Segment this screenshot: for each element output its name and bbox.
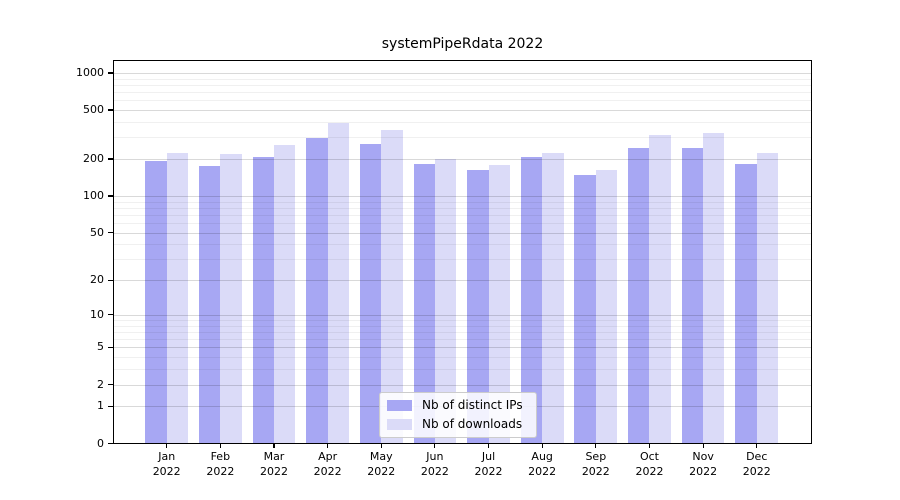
x-tick-label-feb: Feb 2022 — [206, 449, 235, 479]
gridline-major — [113, 72, 812, 74]
legend-item-downloads: Nb of downloads — [387, 417, 523, 432]
bar-downloads-sep — [595, 170, 618, 444]
bar-downloads-mar — [273, 144, 296, 444]
bar-distinct-ips-jul — [467, 170, 489, 444]
legend: Nb of distinct IPs Nb of downloads — [379, 392, 537, 438]
x-tick-label-jun: Jun 2022 — [420, 449, 449, 479]
gridline-minor — [113, 78, 812, 80]
x-tick-label-dec: Dec 2022 — [742, 449, 771, 479]
x-tick-mark — [541, 443, 543, 448]
y-tick-mark — [108, 314, 113, 316]
x-tick-label-apr: Apr 2022 — [313, 449, 342, 479]
x-tick-mark — [648, 443, 651, 448]
y-tick-label-2: 2 — [97, 377, 104, 391]
x-tick-mark — [756, 443, 758, 448]
x-tick-label-nov: Nov 2022 — [689, 449, 718, 479]
x-tick-label-aug: Aug 2022 — [528, 449, 557, 479]
y-tick-mark — [108, 158, 113, 160]
y-tick-mark — [108, 279, 113, 281]
y-tick-label-1000: 1000 — [76, 65, 104, 79]
bar-downloads-oct — [649, 134, 671, 444]
x-tick-mark — [487, 443, 490, 448]
legend-swatch-distinct-ips — [387, 400, 412, 411]
x-tick-label-oct: Oct 2022 — [635, 449, 664, 479]
bar-distinct-ips-jan — [145, 161, 167, 444]
y-tick-mark — [108, 405, 113, 407]
y-tick-label-50: 50 — [90, 225, 104, 239]
bar-downloads-jun — [434, 159, 457, 444]
gridline-major — [113, 110, 812, 112]
x-tick-label-jul: Jul 2022 — [474, 449, 503, 479]
y-tick-label-10: 10 — [90, 307, 104, 321]
bar-downloads-nov — [703, 133, 725, 444]
plot-area — [113, 60, 812, 444]
bar-downloads-may — [381, 129, 403, 444]
bar-distinct-ips-oct — [628, 147, 650, 444]
bar-distinct-ips-aug — [520, 156, 543, 444]
legend-item-distinct-ips: Nb of distinct IPs — [387, 398, 523, 413]
gridline-minor — [113, 122, 812, 123]
bar-downloads-dec — [756, 153, 779, 444]
x-tick-mark — [327, 443, 329, 448]
x-tick-mark — [219, 443, 221, 448]
bar-downloads-aug — [542, 153, 564, 444]
y-tick-mark — [108, 232, 113, 234]
y-tick-mark — [108, 346, 113, 348]
x-tick-label-may: May 2022 — [367, 449, 396, 479]
y-tick-mark — [108, 72, 113, 74]
y-tick-mark — [108, 442, 113, 445]
x-tick-mark — [595, 443, 597, 448]
x-tick-label-mar: Mar 2022 — [259, 449, 288, 479]
y-tick-mark — [108, 109, 113, 111]
y-tick-label-200: 200 — [83, 152, 104, 166]
gridline-minor — [113, 84, 812, 86]
y-tick-mark — [108, 195, 113, 197]
x-tick-mark — [380, 443, 382, 448]
bar-distinct-ips-dec — [735, 163, 757, 444]
legend-label-downloads: Nb of downloads — [422, 417, 523, 431]
y-tick-label-0: 0 — [97, 436, 104, 450]
bar-distinct-ips-may — [359, 143, 382, 444]
y-tick-label-1: 1 — [97, 399, 104, 413]
legend-label-distinct-ips: Nb of distinct IPs — [422, 398, 523, 412]
bar-distinct-ips-mar — [252, 156, 274, 444]
bar-distinct-ips-sep — [574, 174, 596, 444]
bar-distinct-ips-nov — [681, 148, 704, 444]
gridline-minor — [113, 100, 812, 102]
y-tick-label-500: 500 — [83, 103, 104, 117]
x-tick-mark — [166, 443, 168, 448]
y-tick-mark — [108, 383, 113, 386]
x-tick-label-sep: Sep 2022 — [581, 449, 610, 479]
bar-downloads-jul — [488, 165, 510, 444]
bar-downloads-jan — [166, 152, 189, 444]
x-tick-mark — [702, 443, 704, 448]
chart-title: systemPipeRdata 2022 — [381, 36, 544, 52]
bar-distinct-ips-jun — [413, 163, 435, 444]
x-tick-mark — [434, 443, 436, 448]
x-tick-mark — [273, 443, 275, 448]
bar-downloads-feb — [220, 154, 242, 444]
bar-distinct-ips-apr — [306, 137, 328, 444]
x-tick-label-jan: Jan 2022 — [152, 449, 181, 479]
gridline-minor — [113, 92, 812, 94]
y-tick-label-20: 20 — [90, 273, 104, 287]
y-tick-label-100: 100 — [83, 188, 104, 202]
bar-downloads-apr — [327, 122, 349, 444]
legend-swatch-downloads — [387, 419, 412, 430]
y-tick-label-5: 5 — [97, 340, 104, 354]
bar-distinct-ips-feb — [198, 166, 221, 444]
